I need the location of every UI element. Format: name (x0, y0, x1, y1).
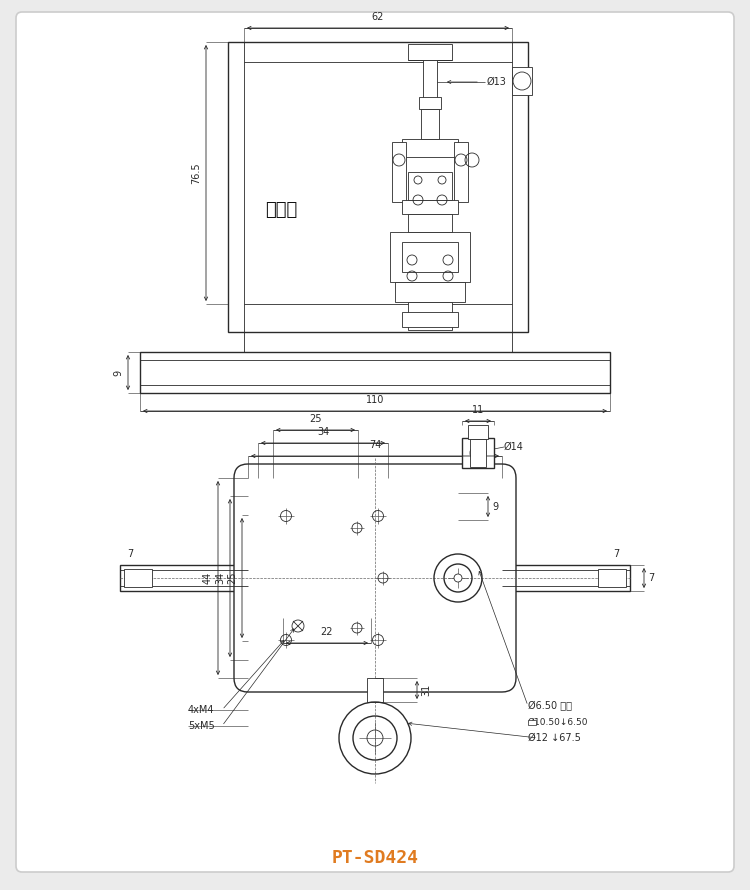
Text: 9: 9 (113, 369, 123, 376)
Bar (390, 232, 470, 282)
Text: 25: 25 (309, 414, 322, 424)
Text: 派迪威: 派迪威 (265, 201, 297, 219)
Bar (392, 142, 406, 202)
Bar (421, 109, 439, 139)
Text: 22: 22 (321, 627, 333, 637)
Bar (402, 242, 458, 272)
Bar (402, 312, 458, 327)
Bar (402, 200, 458, 214)
Bar (468, 425, 488, 439)
Bar (140, 352, 610, 393)
Text: Ø13: Ø13 (487, 77, 507, 87)
Bar (598, 569, 626, 587)
Text: 5xM5: 5xM5 (188, 721, 214, 731)
Text: 7: 7 (613, 549, 619, 559)
Bar (124, 569, 152, 587)
Circle shape (454, 574, 462, 582)
Bar (408, 172, 452, 200)
Text: 31: 31 (421, 684, 431, 696)
Bar (419, 97, 441, 109)
Text: 76.5: 76.5 (191, 162, 201, 184)
Text: 7: 7 (127, 549, 134, 559)
Text: 4xM4: 4xM4 (188, 705, 214, 715)
Text: Ø14: Ø14 (504, 442, 524, 452)
Text: 9: 9 (492, 501, 498, 512)
Bar (502, 565, 630, 591)
Text: PT-SD424: PT-SD424 (332, 849, 419, 867)
Bar (367, 678, 383, 702)
Bar (228, 42, 528, 332)
Text: 11: 11 (472, 405, 484, 415)
FancyBboxPatch shape (234, 464, 516, 692)
Bar (395, 282, 465, 302)
Bar (462, 438, 494, 468)
Bar (423, 60, 437, 110)
Text: 34: 34 (316, 427, 329, 437)
Bar (512, 67, 532, 95)
Text: 25: 25 (227, 571, 237, 584)
Text: 7: 7 (648, 573, 654, 583)
Text: Ø6.50 贯穿: Ø6.50 贯穿 (528, 701, 572, 711)
Bar (408, 44, 452, 60)
Bar (454, 142, 468, 202)
Bar (402, 139, 458, 157)
Bar (408, 214, 452, 232)
Text: 62: 62 (372, 12, 384, 22)
Bar (408, 302, 452, 330)
Text: Ø12 ↓67.5: Ø12 ↓67.5 (528, 733, 580, 743)
Bar (470, 439, 486, 467)
Text: 110: 110 (366, 395, 384, 405)
FancyBboxPatch shape (16, 12, 734, 872)
Bar (120, 565, 248, 591)
Text: 74: 74 (369, 440, 381, 450)
Bar (528, 720, 536, 725)
Text: Ø10.50↓6.50: Ø10.50↓6.50 (528, 717, 589, 726)
Text: 44: 44 (203, 572, 213, 584)
Text: 34: 34 (215, 572, 225, 584)
